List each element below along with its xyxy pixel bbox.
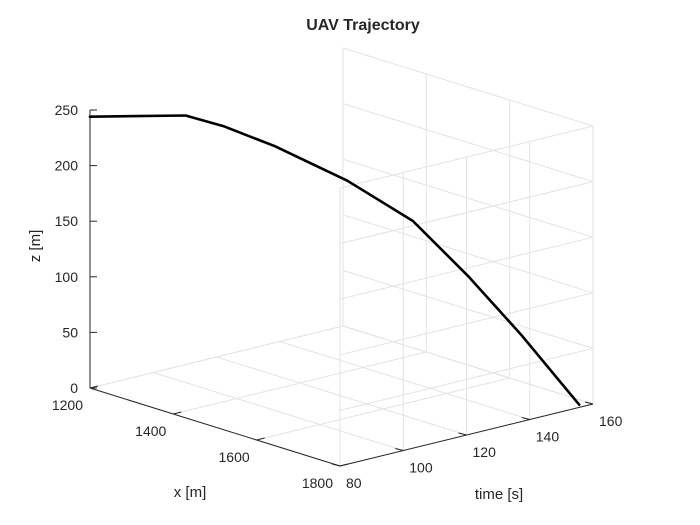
x-tick-mark: [339, 463, 349, 467]
tick-labels: 0 50 100 150 200 250 1200 1400 1600 1800 80 100 120 1…: [52, 102, 623, 491]
grid-line-z-back: [339, 236, 594, 300]
z-tick-label: 50: [62, 324, 78, 340]
z-tick-label: 200: [55, 158, 79, 174]
grid-line-x-floor: [89, 325, 344, 389]
x-tick-label: 1400: [135, 423, 166, 439]
x-tick-mark: [89, 385, 99, 389]
x-axis-line: [89, 387, 341, 467]
time-tick-mark: [521, 417, 530, 420]
time-tick-mark: [584, 401, 594, 405]
time-tick-mark: [458, 432, 467, 436]
grid-line-z-side: [342, 214, 594, 294]
grid-line-time-floor: [342, 325, 594, 405]
chart-title: UAV Trajectory: [306, 17, 420, 34]
time-axis-label: time [s]: [475, 486, 523, 503]
time-tick-mark: [331, 463, 341, 467]
grid-line-z-back: [339, 347, 594, 411]
z-tick-label: 250: [55, 102, 79, 118]
time-tick-label: 120: [473, 444, 497, 460]
z-axis-label: z [m]: [27, 230, 44, 263]
trajectory-line: [88, 114, 581, 407]
grid-line-z-side: [342, 158, 594, 238]
grid-line-z-side: [342, 103, 594, 183]
x-tick-label: 1800: [302, 475, 333, 491]
grid-line-time-floor: [279, 341, 530, 420]
grid-line-x-floor: [256, 377, 510, 441]
x-tick-label: 1200: [52, 397, 83, 413]
grid-line-z-side: [342, 269, 594, 349]
grid-line-time-floor: [153, 372, 404, 451]
series-layer: [88, 114, 581, 407]
z-tick-label: 0: [70, 380, 78, 396]
grid-line-z-back: [339, 292, 594, 356]
grid-line-z-back: [339, 125, 594, 189]
time-tick-mark: [395, 448, 404, 451]
time-tick-label: 140: [536, 429, 560, 445]
time-tick-label: 80: [346, 475, 362, 491]
x-tick-label: 1600: [219, 449, 250, 465]
grid-line-time-floor: [216, 356, 467, 436]
x-tick-mark: [173, 411, 182, 415]
time-tick-label: 160: [599, 413, 623, 429]
grid-line-z-side: [342, 47, 594, 127]
time-tick-label: 100: [409, 460, 433, 476]
grid-line-z-back: [339, 181, 594, 245]
z-tick-label: 100: [55, 269, 79, 285]
x-tick-mark: [256, 437, 265, 441]
grid-line-x-floor: [173, 351, 427, 415]
axis-lines: [89, 109, 594, 467]
z-tick-label: 150: [55, 213, 79, 229]
x-axis-label: x [m]: [174, 484, 207, 501]
